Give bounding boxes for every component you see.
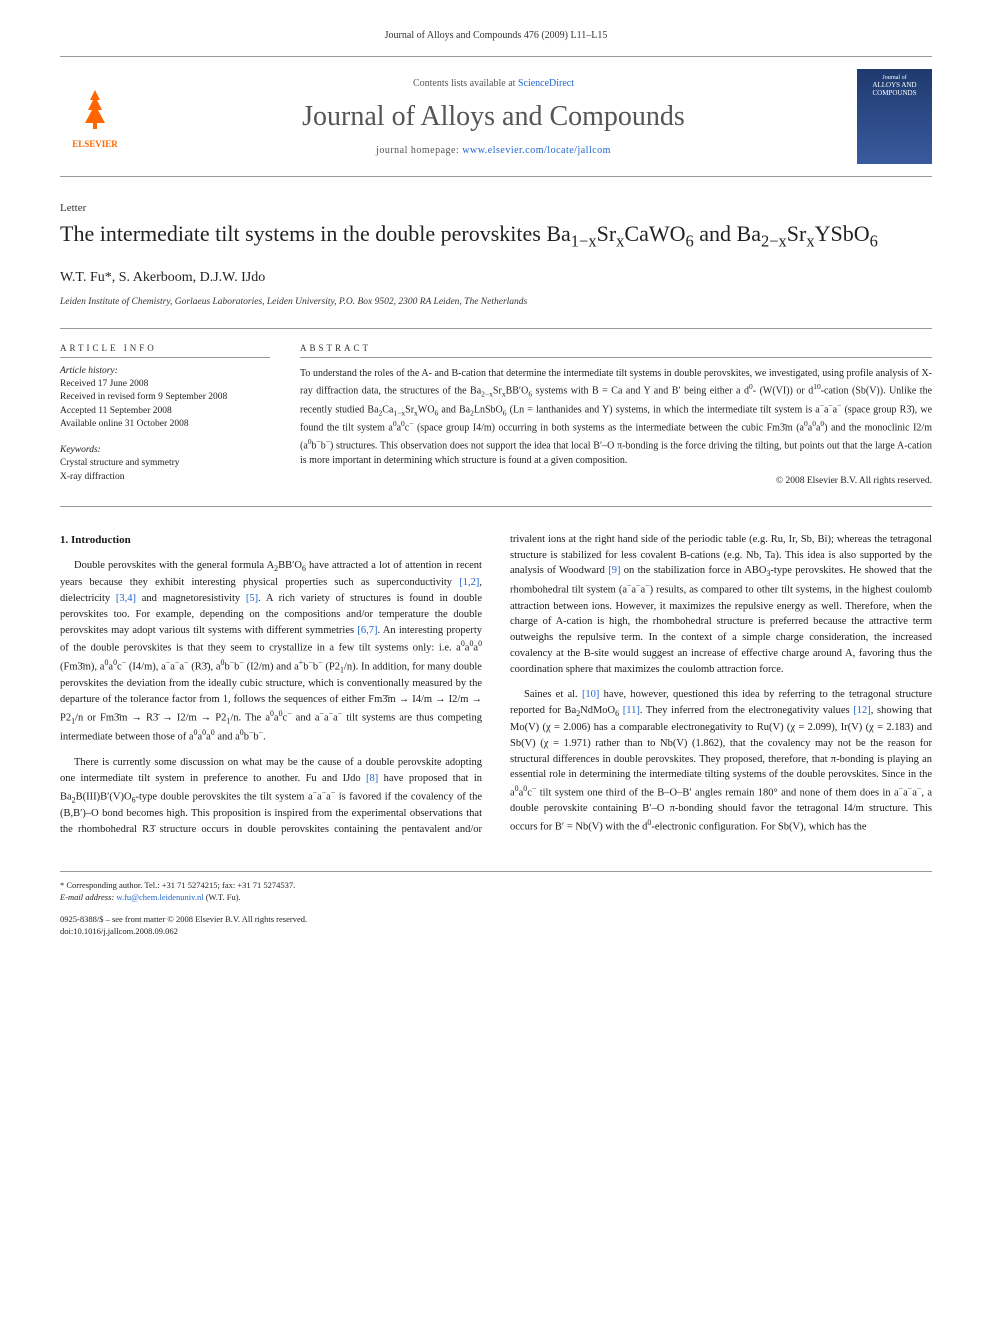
corr-email-line: E-mail address: w.fu@chem.leidenuniv.nl …: [60, 892, 932, 904]
corr-phone: * Corresponding author. Tel.: +31 71 527…: [60, 880, 932, 892]
homepage-line: journal homepage: www.elsevier.com/locat…: [150, 145, 837, 156]
elsevier-label: ELSEVIER: [72, 139, 118, 149]
journal-name: Journal of Alloys and Compounds: [150, 101, 837, 133]
elsevier-logo: ELSEVIER: [60, 77, 130, 157]
article-info: ARTICLE INFO Article history: Received 1…: [60, 343, 270, 486]
email-suffix: (W.T. Fu).: [204, 892, 241, 902]
doi-line: doi:10.1016/j.jallcom.2008.09.062: [60, 926, 932, 938]
keyword-1: Crystal structure and symmetry: [60, 457, 270, 470]
affiliation: Leiden Institute of Chemistry, Gorlaeus …: [60, 296, 932, 308]
abstract-copyright: © 2008 Elsevier B.V. All rights reserved…: [300, 476, 932, 486]
journal-cover-thumbnail: Journal of ALLOYS AND COMPOUNDS: [857, 69, 932, 164]
received-date: Received 17 June 2008: [60, 378, 270, 391]
email-link[interactable]: w.fu@chem.leidenuniv.nl: [116, 892, 203, 902]
article-type-label: Letter: [60, 202, 932, 214]
section-number: 1.: [60, 534, 68, 546]
abstract-heading: ABSTRACT: [300, 343, 932, 358]
authors: W.T. Fu*, S. Akerboom, D.J.W. IJdo: [60, 270, 932, 286]
homepage-link[interactable]: www.elsevier.com/locate/jallcom: [462, 145, 611, 156]
corresponding-author: * Corresponding author. Tel.: +31 71 527…: [60, 880, 932, 904]
sciencedirect-link[interactable]: ScienceDirect: [518, 78, 574, 89]
online-date: Available online 31 October 2008: [60, 418, 270, 431]
body-text: 1. Introduction Double perovskites with …: [60, 532, 932, 841]
doi-block: 0925-8388/$ – see front matter © 2008 El…: [60, 914, 932, 938]
cover-journal-title: ALLOYS AND COMPOUNDS: [861, 81, 928, 98]
issn-line: 0925-8388/$ – see front matter © 2008 El…: [60, 914, 932, 926]
masthead: ELSEVIER Contents lists available at Sci…: [60, 56, 932, 177]
email-label: E-mail address:: [60, 892, 116, 902]
section-separator: [60, 506, 932, 507]
abstract-text: To understand the roles of the A- and B-…: [300, 366, 932, 468]
elsevier-tree-icon: [70, 85, 120, 135]
keyword-2: X-ray diffraction: [60, 471, 270, 484]
homepage-prefix: journal homepage:: [376, 145, 462, 156]
contents-prefix: Contents lists available at: [413, 78, 518, 89]
accepted-date: Accepted 11 September 2008: [60, 405, 270, 418]
paragraph-1: Double perovskites with the general form…: [60, 558, 482, 745]
masthead-center: Contents lists available at ScienceDirec…: [150, 78, 837, 156]
revised-date: Received in revised form 9 September 200…: [60, 391, 270, 404]
section-title: Introduction: [71, 534, 131, 546]
paragraph-3: Saines et al. [10] have, however, questi…: [510, 687, 932, 835]
article-info-heading: ARTICLE INFO: [60, 343, 270, 358]
abstract: ABSTRACT To understand the roles of the …: [300, 343, 932, 486]
contents-line: Contents lists available at ScienceDirec…: [150, 78, 837, 89]
history-label: Article history:: [60, 366, 270, 376]
article-title: The intermediate tilt systems in the dou…: [60, 220, 932, 252]
section-heading: 1. Introduction: [60, 532, 482, 549]
footer: * Corresponding author. Tel.: +31 71 527…: [60, 871, 932, 938]
keywords-label: Keywords:: [60, 445, 270, 455]
journal-citation: Journal of Alloys and Compounds 476 (200…: [60, 30, 932, 41]
info-abstract-row: ARTICLE INFO Article history: Received 1…: [60, 328, 932, 486]
